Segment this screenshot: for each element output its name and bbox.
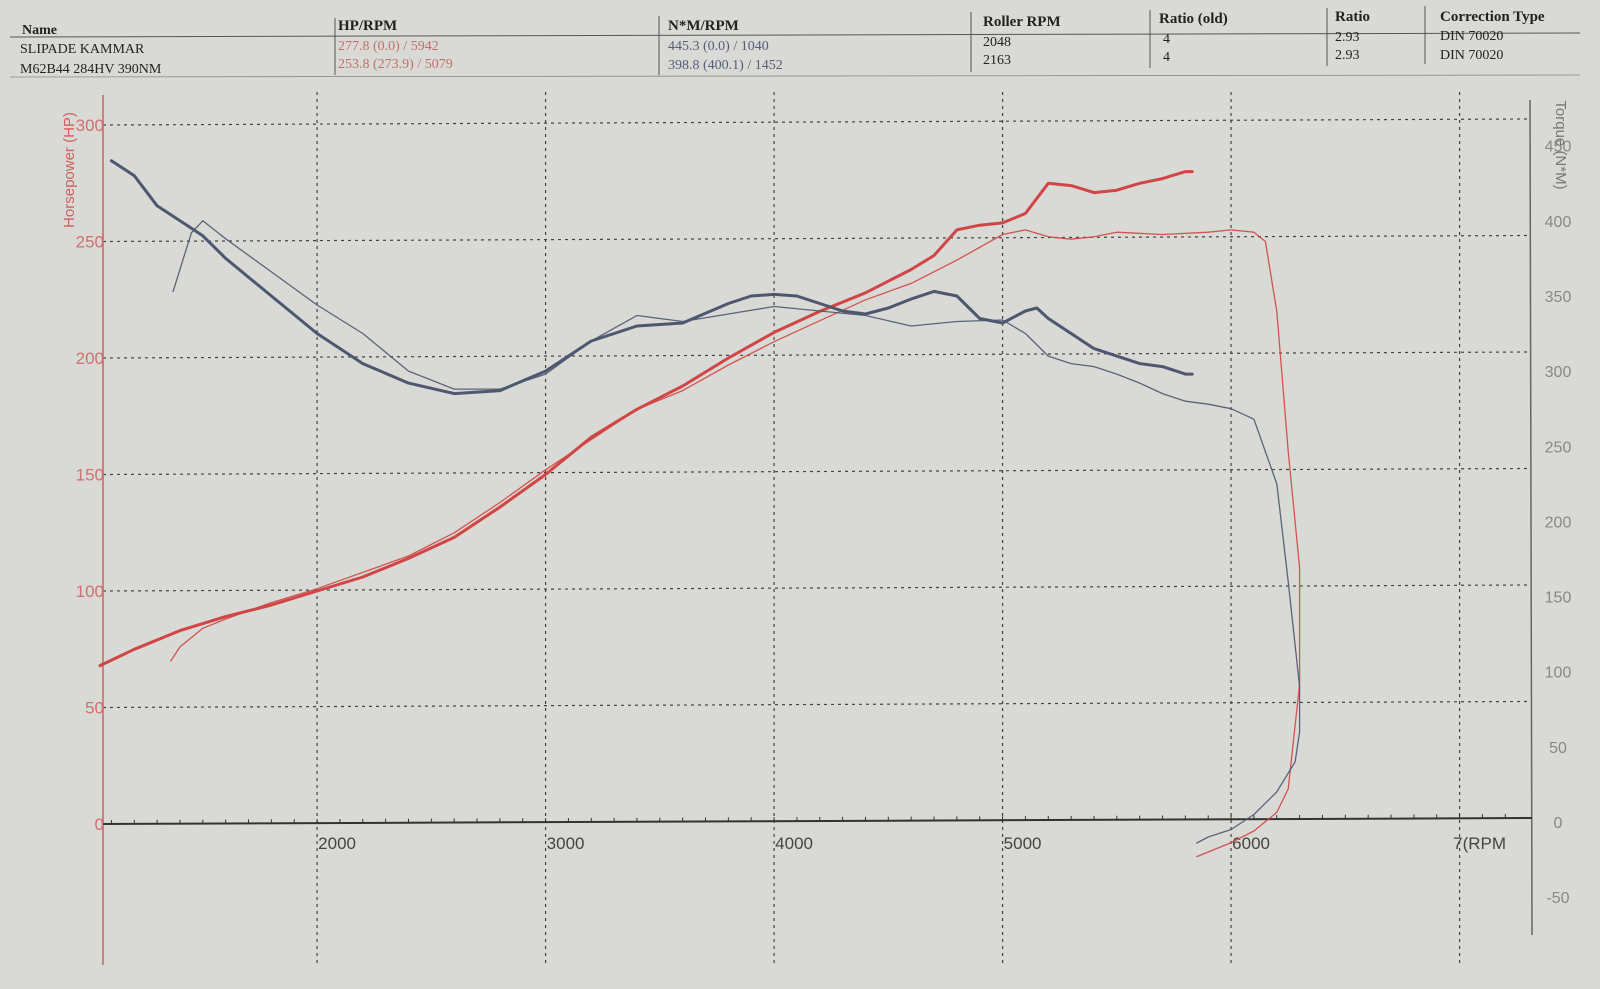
y-right-tick-label: 150 [1545, 590, 1572, 607]
col-header-name: Name [22, 23, 57, 38]
row1-nm-rpm: 445.3 (0.0) / 1040 [668, 39, 769, 54]
y-right-tick-label: 400 [1545, 214, 1572, 231]
header-table: Name HP/RPM N*M/RPM Roller RPM Ratio (ol… [9, 6, 1581, 78]
x-tick-label: 4000 [775, 834, 813, 853]
x-tick-label: 6000 [1232, 834, 1270, 853]
row2-hp-rpm: 253.8 (273.9) / 5079 [338, 57, 453, 72]
x-tick-label: 5000 [1004, 834, 1042, 853]
y-right-tick-label: 0 [1554, 815, 1563, 832]
y-right-tick-label: 350 [1545, 289, 1572, 306]
col-header-nm-rpm: N*M/RPM [668, 18, 739, 34]
row2-ratio: 2.93 [1335, 48, 1360, 63]
y-right-tick-label: 300 [1545, 364, 1572, 381]
y-right-tick-label: 50 [1549, 740, 1567, 757]
x-tick-label: 7(RPM [1453, 834, 1506, 853]
y-right-tick-label: -50 [1546, 890, 1569, 907]
tick-labels: 2000 3000 4000 5000 6000 7(RPM050100150200250… [76, 116, 1572, 907]
row1-name: SLIPADE KAMMAR [20, 42, 145, 57]
row2-correction-type: DIN 70020 [1440, 48, 1503, 63]
torque-curve-bold [109, 159, 1194, 396]
col-header-ratio-old: Ratio (old) [1159, 11, 1228, 27]
row1-ratio-old: 4 [1163, 32, 1170, 47]
row2-name: M62B44 284HV 390NM [20, 62, 162, 77]
row1-correction-type: DIN 70020 [1440, 29, 1503, 44]
col-header-correction-type: Correction Type [1440, 9, 1545, 25]
row1-ratio: 2.93 [1335, 30, 1360, 45]
row2-ratio-old: 4 [1163, 50, 1170, 65]
x-tick-label: 2000 [318, 834, 356, 853]
axes [102, 95, 1533, 965]
y-left-tick-label: 0 [95, 815, 104, 834]
series-lines [98, 159, 1301, 858]
y-right-tick-label: 100 [1545, 665, 1572, 682]
power-curve-thin [170, 229, 1301, 858]
col-header-ratio: Ratio [1335, 9, 1370, 25]
y-axis-left-label: Horsepower (HP) [61, 112, 78, 228]
y-right-tick-label: 450 [1545, 139, 1572, 156]
y-axis-right-label: Torque (N*M) [1552, 100, 1569, 189]
row1-roller-rpm: 2048 [983, 35, 1011, 50]
y-right-tick-label: 200 [1545, 514, 1572, 531]
grid-lines [102, 92, 1529, 965]
power-curve-bold [98, 170, 1194, 668]
header-bottom-rule [9, 74, 1581, 78]
y-left-tick-label: 300 [76, 116, 104, 135]
y-left-tick-label: 250 [76, 233, 104, 252]
y-left-tick-label: 50 [85, 699, 104, 718]
x-tick-label: 3000 [547, 834, 585, 853]
row1-hp-rpm: 277.8 (0.0) / 5942 [338, 39, 439, 54]
plot-area: 2000 3000 4000 5000 6000 7(RPM050100150200250… [61, 92, 1571, 965]
row2-roller-rpm: 2163 [983, 53, 1011, 68]
torque-curve-thin [172, 220, 1301, 844]
y-axis-right [1529, 99, 1533, 936]
y-left-tick-label: 200 [76, 349, 104, 368]
col-header-hp-rpm: HP/RPM [338, 18, 397, 34]
x-axis [102, 817, 1533, 825]
row2-nm-rpm: 398.8 (400.1) / 1452 [668, 58, 783, 73]
col-header-roller-rpm: Roller RPM [983, 14, 1061, 30]
y-left-tick-label: 150 [76, 466, 104, 485]
header-top-rule [9, 32, 1581, 38]
y-right-tick-label: 250 [1545, 439, 1572, 456]
y-left-tick-label: 100 [76, 582, 104, 601]
